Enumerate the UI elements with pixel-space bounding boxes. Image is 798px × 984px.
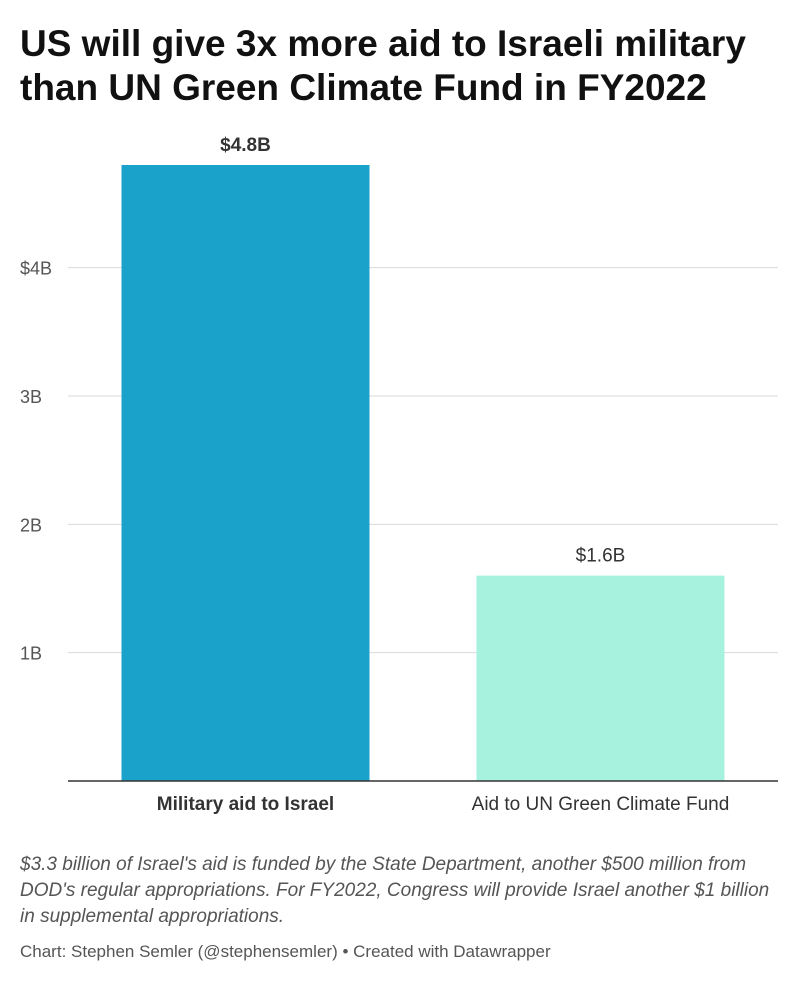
bars [121,165,725,781]
y-tick-label: $4B [20,259,52,279]
category-label: Military aid to Israel [157,794,334,815]
y-tick-label: 1B [20,644,42,664]
bar [476,575,725,781]
y-tick-label: 3B [20,387,42,407]
labels: 1B 2B 3B $4B $4.8B Military aid to Israel $1.6… [20,135,729,815]
chart-title: US will give 3x more aid to Israeli mili… [20,23,746,108]
y-tick-label: 2B [20,515,42,535]
category-label: Aid to UN Green Climate Fund [472,794,730,815]
value-label: $4.8B [220,135,271,156]
chart-note: $3.3 billion of Israel's aid is funded b… [20,854,770,927]
bar [121,165,370,781]
bar-chart: 1B 2B 3B $4B $4.8B Military aid to Israel $1.6… [20,135,778,815]
value-label: $1.6B [576,546,626,567]
chart-source: Chart: Stephen Semler (@stephensemler) •… [20,942,551,961]
